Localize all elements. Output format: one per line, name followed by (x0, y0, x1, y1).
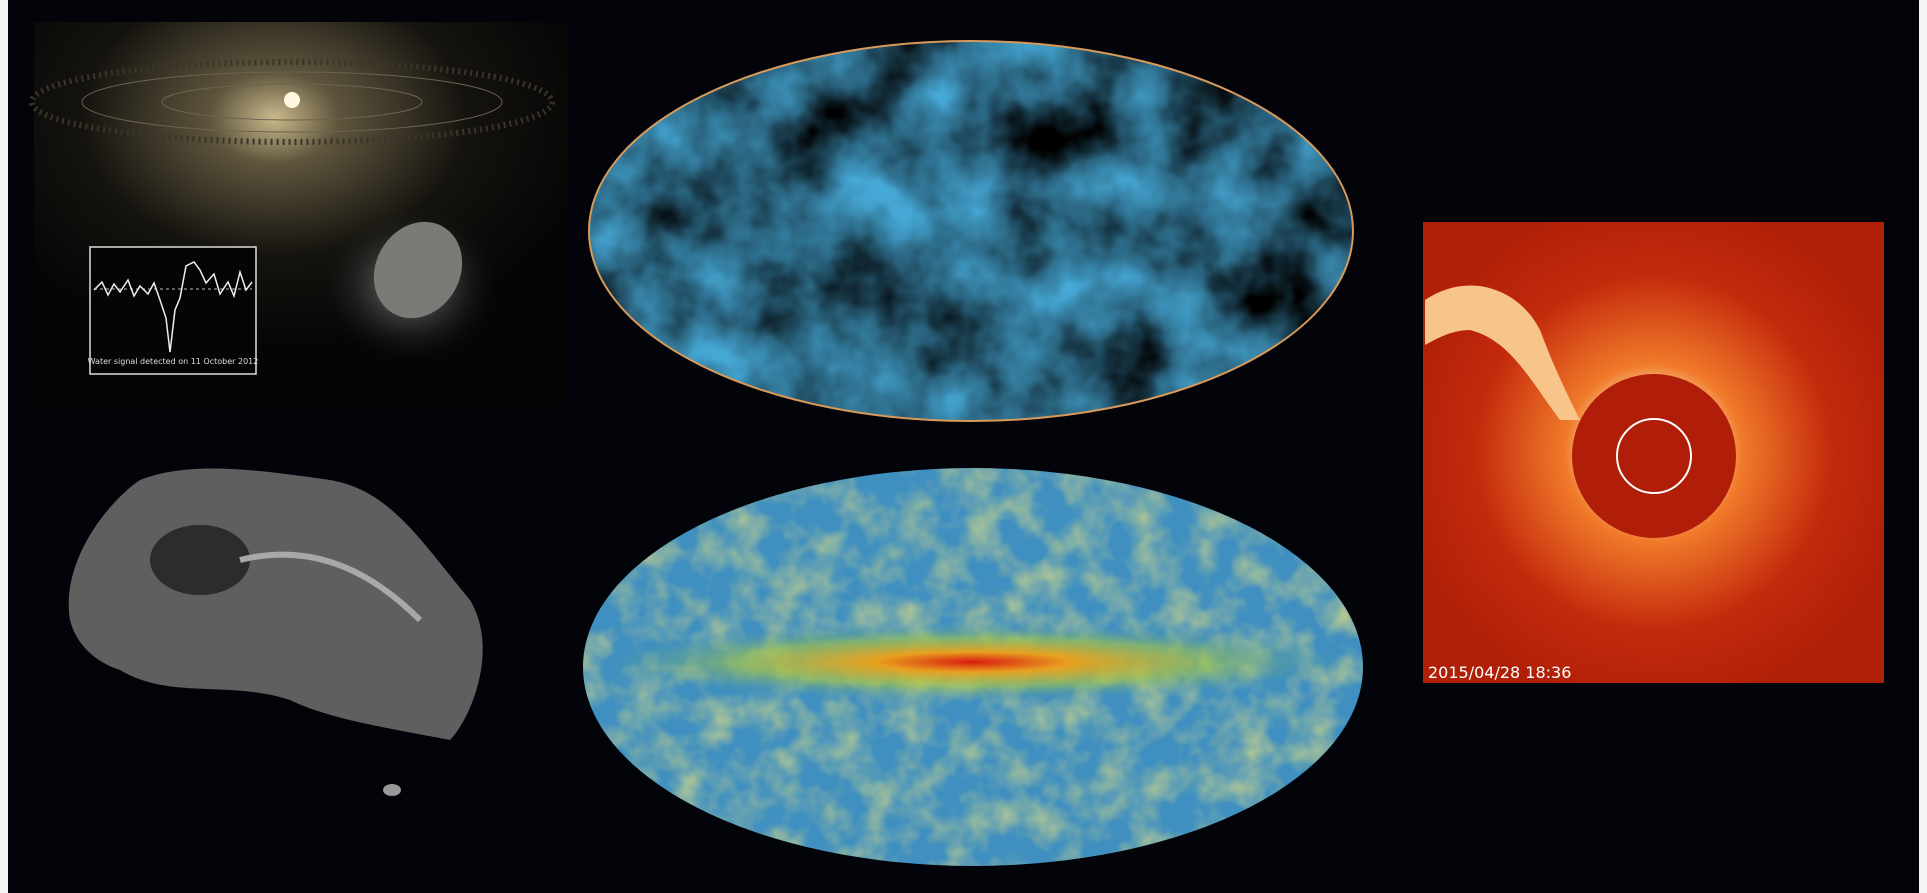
occulter (1572, 374, 1736, 538)
left-border (0, 0, 8, 893)
coronagraph-image: 2015/04/28 18:36 (1423, 222, 1884, 683)
comet-fragment (383, 784, 401, 796)
cmb-texture (589, 41, 1353, 421)
comet-ridge (239, 551, 423, 623)
galactic-plane (583, 622, 1363, 702)
dwarf-planet (373, 221, 463, 319)
inset-signal (93, 261, 253, 353)
cmb-edge (588, 40, 1354, 422)
sun (284, 92, 300, 108)
comet-crater (150, 525, 250, 595)
eruption (1425, 285, 1580, 420)
inset-chart (89, 246, 257, 375)
orbit (81, 71, 503, 133)
timestamp: 2015/04/28 18:36 (1428, 663, 1571, 682)
sun-outline (1616, 418, 1692, 494)
solar-system-image: Water signal detected on 11 October 2012 (29, 22, 568, 406)
cmb-map (588, 40, 1354, 422)
inset-label: Water signal detected on 11 October 2012 (88, 357, 259, 366)
asteroid-belt (29, 59, 555, 145)
galaxy-map (583, 468, 1363, 866)
right-border (1919, 0, 1927, 893)
comet-image (68, 468, 483, 796)
orbit (161, 83, 423, 121)
